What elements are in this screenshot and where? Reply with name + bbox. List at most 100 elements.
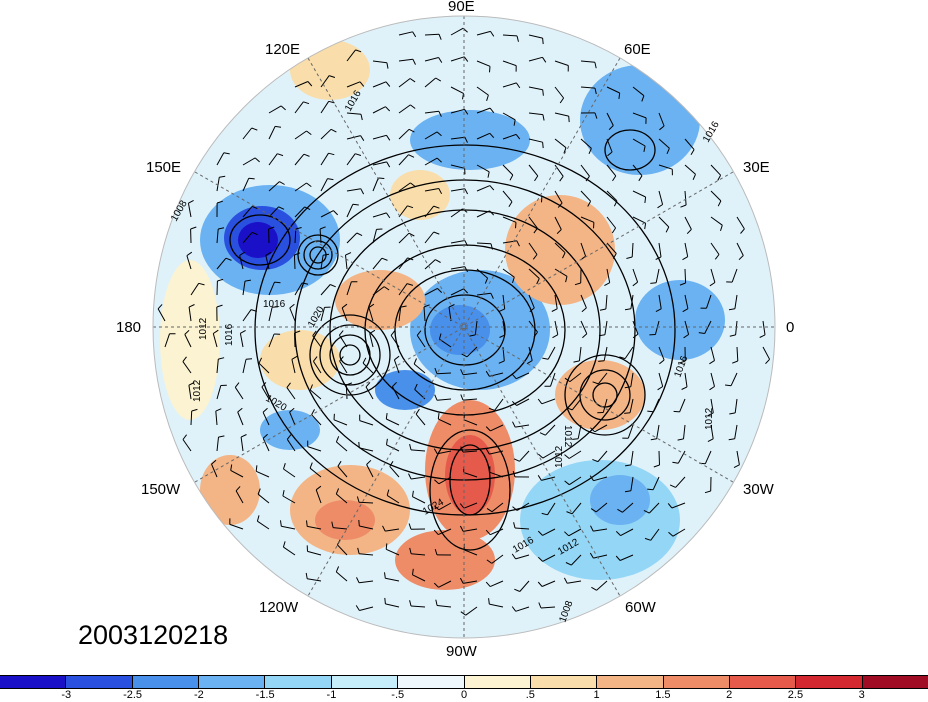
wind-barb <box>346 49 356 62</box>
wind-barb <box>606 164 617 177</box>
wind-barb-flag <box>327 178 334 181</box>
wind-barb <box>294 228 297 244</box>
wind-barb <box>734 294 738 309</box>
wind-barb <box>476 185 491 192</box>
date-stamp: 2003120218 <box>78 620 229 650</box>
wind-barb-flag <box>279 181 285 185</box>
wind-barb <box>463 502 478 509</box>
wind-barb-flag <box>341 303 348 309</box>
wind-barb <box>346 188 361 192</box>
colorbar-swatch <box>398 676 465 688</box>
wind-barb <box>595 502 608 513</box>
wind-barb-flag <box>655 308 662 313</box>
wind-barb-flag <box>539 432 546 436</box>
wind-barb-flag <box>434 479 440 485</box>
wind-barb-flag <box>448 304 455 308</box>
wind-barb-flag <box>720 225 723 232</box>
wind-barb <box>684 190 687 206</box>
wind-barb <box>346 112 362 115</box>
wind-barb-flag <box>294 252 301 256</box>
wind-barb-flag <box>330 284 336 288</box>
wind-barb-flag <box>400 305 407 308</box>
wind-barb <box>684 164 696 175</box>
wind-barb-flag <box>433 582 439 588</box>
wind-barb <box>372 106 386 114</box>
wind-barb-flag <box>438 34 442 40</box>
wind-barb <box>596 580 608 591</box>
wind-barb-flag <box>412 568 414 575</box>
wind-barb-flag <box>613 200 618 207</box>
wind-barb <box>258 362 270 374</box>
wind-barb <box>462 398 478 401</box>
wind-barb-flag <box>485 426 491 432</box>
wind-barb <box>519 580 530 592</box>
wind-barb <box>547 502 556 516</box>
wind-barb-flag <box>357 547 360 554</box>
wind-barb-flag <box>406 283 414 286</box>
longitude-label-0: 0 <box>786 319 795 336</box>
wind-barb <box>237 411 244 426</box>
wind-barb <box>268 281 275 296</box>
wind-barb-flag <box>216 200 223 204</box>
wind-barb-flag <box>218 227 225 230</box>
wind-barb <box>239 333 244 348</box>
wind-barb-flag <box>537 530 543 536</box>
wind-barb <box>658 242 662 257</box>
wind-barb-flag <box>615 531 621 536</box>
wind-barb <box>450 136 465 140</box>
wind-barb-flag <box>392 381 397 387</box>
wind-barb <box>291 359 296 374</box>
wind-barb-flag <box>245 358 253 360</box>
wind-barb-flag <box>659 125 665 131</box>
wind-barb-flag <box>261 382 267 388</box>
wind-barb <box>502 190 513 203</box>
wind-barb <box>569 372 582 382</box>
wind-barb-flag <box>339 356 344 362</box>
longitude-label-120e: 120E <box>265 41 301 58</box>
wind-barb <box>580 216 595 223</box>
wind-barb-flag <box>358 519 360 527</box>
wind-barb-flag <box>655 256 662 260</box>
wind-barb-flag <box>568 116 570 123</box>
wind-barb <box>346 81 361 88</box>
wind-barb-flag <box>213 329 219 334</box>
wind-barb-flag <box>512 421 516 428</box>
wind-barb-flag <box>251 205 258 210</box>
wind-barb-flag <box>464 188 469 195</box>
wind-barb-flag <box>728 308 735 311</box>
wind-barb <box>411 553 426 556</box>
wind-barb <box>424 157 438 166</box>
wind-barb <box>710 164 721 176</box>
wind-barb <box>262 412 270 426</box>
wind-barb-flag <box>709 282 716 287</box>
wind-barb-flag <box>335 488 340 495</box>
wind-barb-flag <box>272 306 279 308</box>
wind-barb <box>578 346 582 361</box>
wind-barb-flag <box>682 308 689 313</box>
wind-barb <box>655 268 660 283</box>
wind-barb <box>424 259 436 270</box>
wind-barb-flag <box>594 87 597 95</box>
colorbar-tick-label: 1.5 <box>655 689 671 701</box>
wind-barb-flag <box>704 490 711 494</box>
wind-barb <box>630 450 634 465</box>
wind-barb-flag <box>345 252 352 256</box>
wind-barb <box>268 333 275 348</box>
wind-barb <box>307 446 322 452</box>
wind-barb <box>415 413 426 426</box>
wind-barb <box>476 30 491 36</box>
wind-barb <box>398 205 408 218</box>
wind-barb <box>416 335 426 348</box>
wind-barb-flag <box>607 151 613 157</box>
wind-barb-flag <box>624 386 631 389</box>
wind-barb-flag <box>461 353 468 358</box>
wind-barb-flag <box>369 329 376 334</box>
wind-barb-flag <box>410 182 416 187</box>
wind-barb <box>658 112 665 127</box>
colorbar-swatch <box>132 676 200 688</box>
wind-barb-flag <box>709 386 715 391</box>
wind-barb-flag <box>516 240 520 247</box>
contour-label: 1016 <box>224 323 235 346</box>
wind-barb-flag <box>286 382 291 388</box>
